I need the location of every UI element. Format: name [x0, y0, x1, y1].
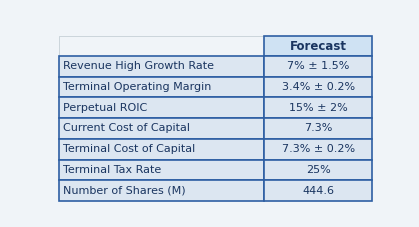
Text: Perpetual ROIC: Perpetual ROIC	[63, 103, 147, 113]
Bar	[59, 180, 264, 201]
Text: Forecast: Forecast	[290, 39, 347, 53]
Bar	[59, 118, 264, 139]
Bar	[264, 180, 372, 201]
Text: Revenue High Growth Rate: Revenue High Growth Rate	[63, 61, 214, 71]
Text: Number of Shares (M): Number of Shares (M)	[63, 186, 186, 196]
Bar	[59, 160, 264, 180]
Bar	[264, 118, 372, 139]
Text: 7.3%: 7.3%	[304, 123, 333, 133]
Bar	[59, 56, 264, 76]
Bar	[59, 76, 264, 97]
Text: 7.3% ± 0.2%: 7.3% ± 0.2%	[282, 144, 355, 154]
Bar	[59, 37, 264, 56]
Text: 15% ± 2%: 15% ± 2%	[289, 103, 348, 113]
Bar	[264, 76, 372, 97]
Bar	[264, 97, 372, 118]
Text: Current Cost of Capital: Current Cost of Capital	[63, 123, 190, 133]
Text: 444.6: 444.6	[302, 186, 334, 196]
Bar	[264, 139, 372, 160]
Text: 7% ± 1.5%: 7% ± 1.5%	[287, 61, 349, 71]
Text: 3.4% ± 0.2%: 3.4% ± 0.2%	[282, 82, 355, 92]
Text: Terminal Operating Margin: Terminal Operating Margin	[63, 82, 212, 92]
Bar	[59, 97, 264, 118]
Bar	[264, 160, 372, 180]
Bar	[264, 56, 372, 76]
Text: Terminal Tax Rate: Terminal Tax Rate	[63, 165, 161, 175]
Bar	[264, 37, 372, 56]
Bar	[59, 139, 264, 160]
Text: 25%: 25%	[306, 165, 331, 175]
Text: Terminal Cost of Capital: Terminal Cost of Capital	[63, 144, 196, 154]
